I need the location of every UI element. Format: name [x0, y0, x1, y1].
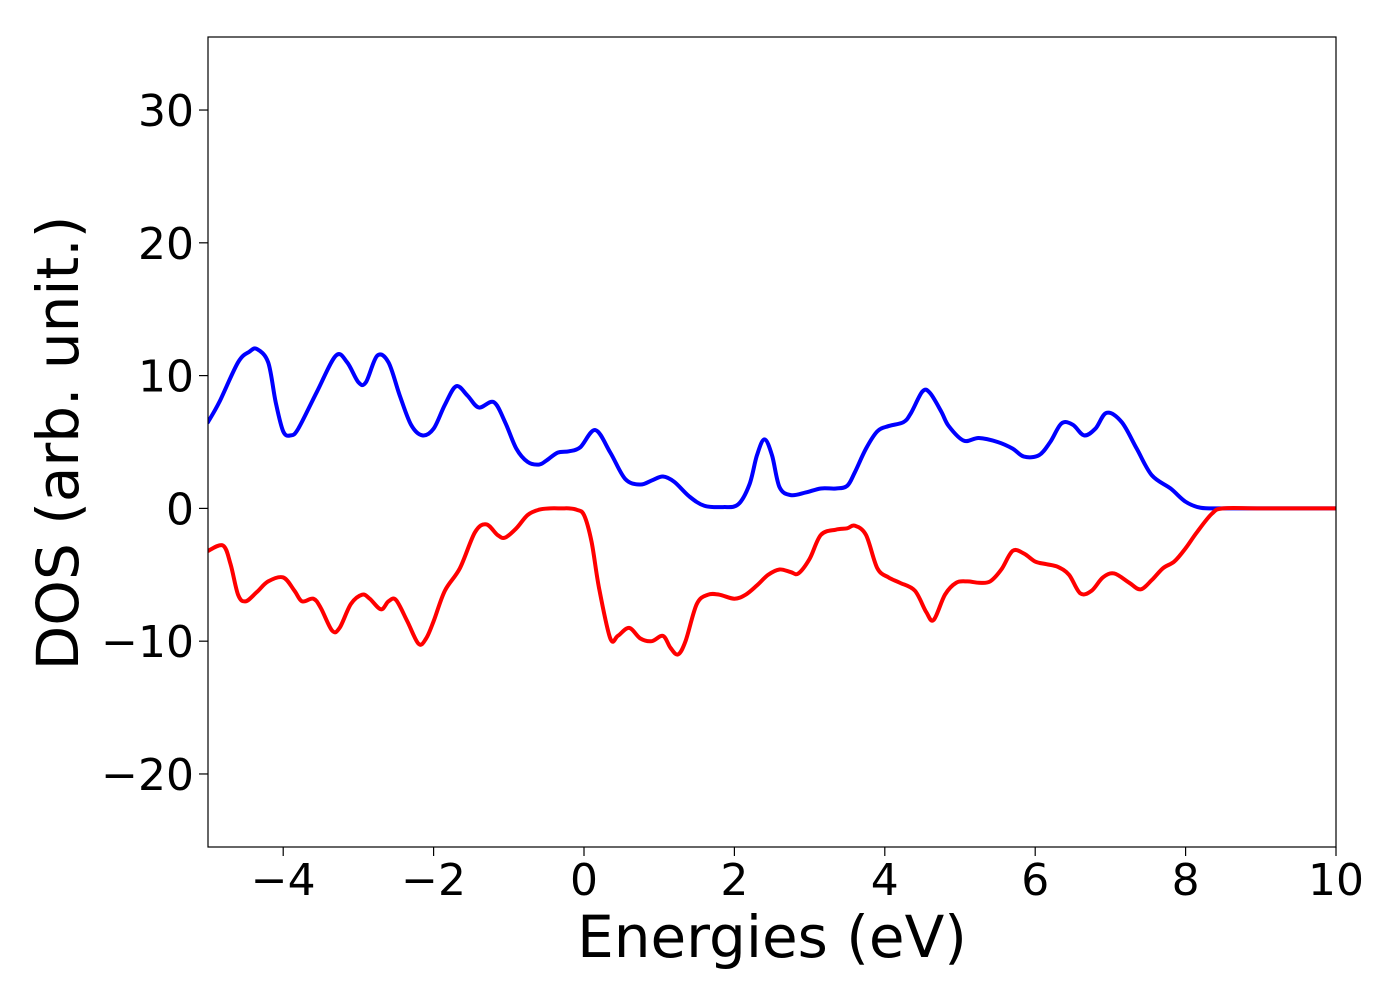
x-tick-label: 0 — [570, 855, 598, 906]
x-tick-label: 8 — [1172, 855, 1200, 906]
plot-frame — [207, 36, 1337, 848]
x-tick-label: −2 — [401, 855, 466, 906]
series-line-blue — [208, 346, 1336, 511]
y-tick-label: 0 — [166, 484, 194, 535]
y-axis-title: DOS (arb. unit.) — [24, 216, 92, 671]
y-tick-label: 30 — [138, 86, 194, 137]
series-layer — [208, 346, 1336, 657]
series-line-red — [208, 506, 1336, 657]
x-tick-label: −4 — [251, 855, 316, 906]
y-tick-label: −20 — [101, 750, 194, 801]
y-tick-label: 10 — [138, 352, 194, 403]
y-tick-label: 20 — [138, 219, 194, 270]
y-tick-label: −10 — [101, 617, 194, 668]
x-tick-label: 4 — [871, 855, 899, 906]
x-tick-label: 6 — [1021, 855, 1049, 906]
x-tick-label: 2 — [720, 855, 748, 906]
x-tick-label: 10 — [1308, 855, 1364, 906]
x-axis-title: Energies (eV) — [577, 903, 967, 971]
